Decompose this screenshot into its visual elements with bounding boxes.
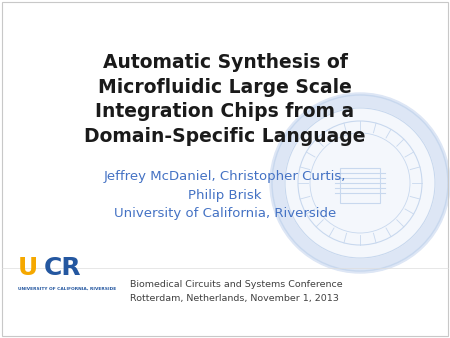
Text: CR: CR: [44, 256, 81, 280]
Text: Jeffrey McDaniel, Christopher Curtis,
Philip Brisk
University of California, Riv: Jeffrey McDaniel, Christopher Curtis, Ph…: [104, 170, 346, 220]
Circle shape: [270, 93, 450, 273]
Text: Biomedical Circuits and Systems Conference
Rotterdam, Netherlands, November 1, 2: Biomedical Circuits and Systems Conferen…: [130, 280, 342, 303]
Text: UNIVERSITY OF CALIFORNIA, RIVERSIDE: UNIVERSITY OF CALIFORNIA, RIVERSIDE: [18, 287, 116, 291]
Text: Automatic Synthesis of
Microfluidic Large Scale
Integration Chips from a
Domain-: Automatic Synthesis of Microfluidic Larg…: [84, 53, 366, 146]
Text: U: U: [18, 256, 38, 280]
Circle shape: [285, 108, 435, 258]
Bar: [340, 168, 380, 203]
